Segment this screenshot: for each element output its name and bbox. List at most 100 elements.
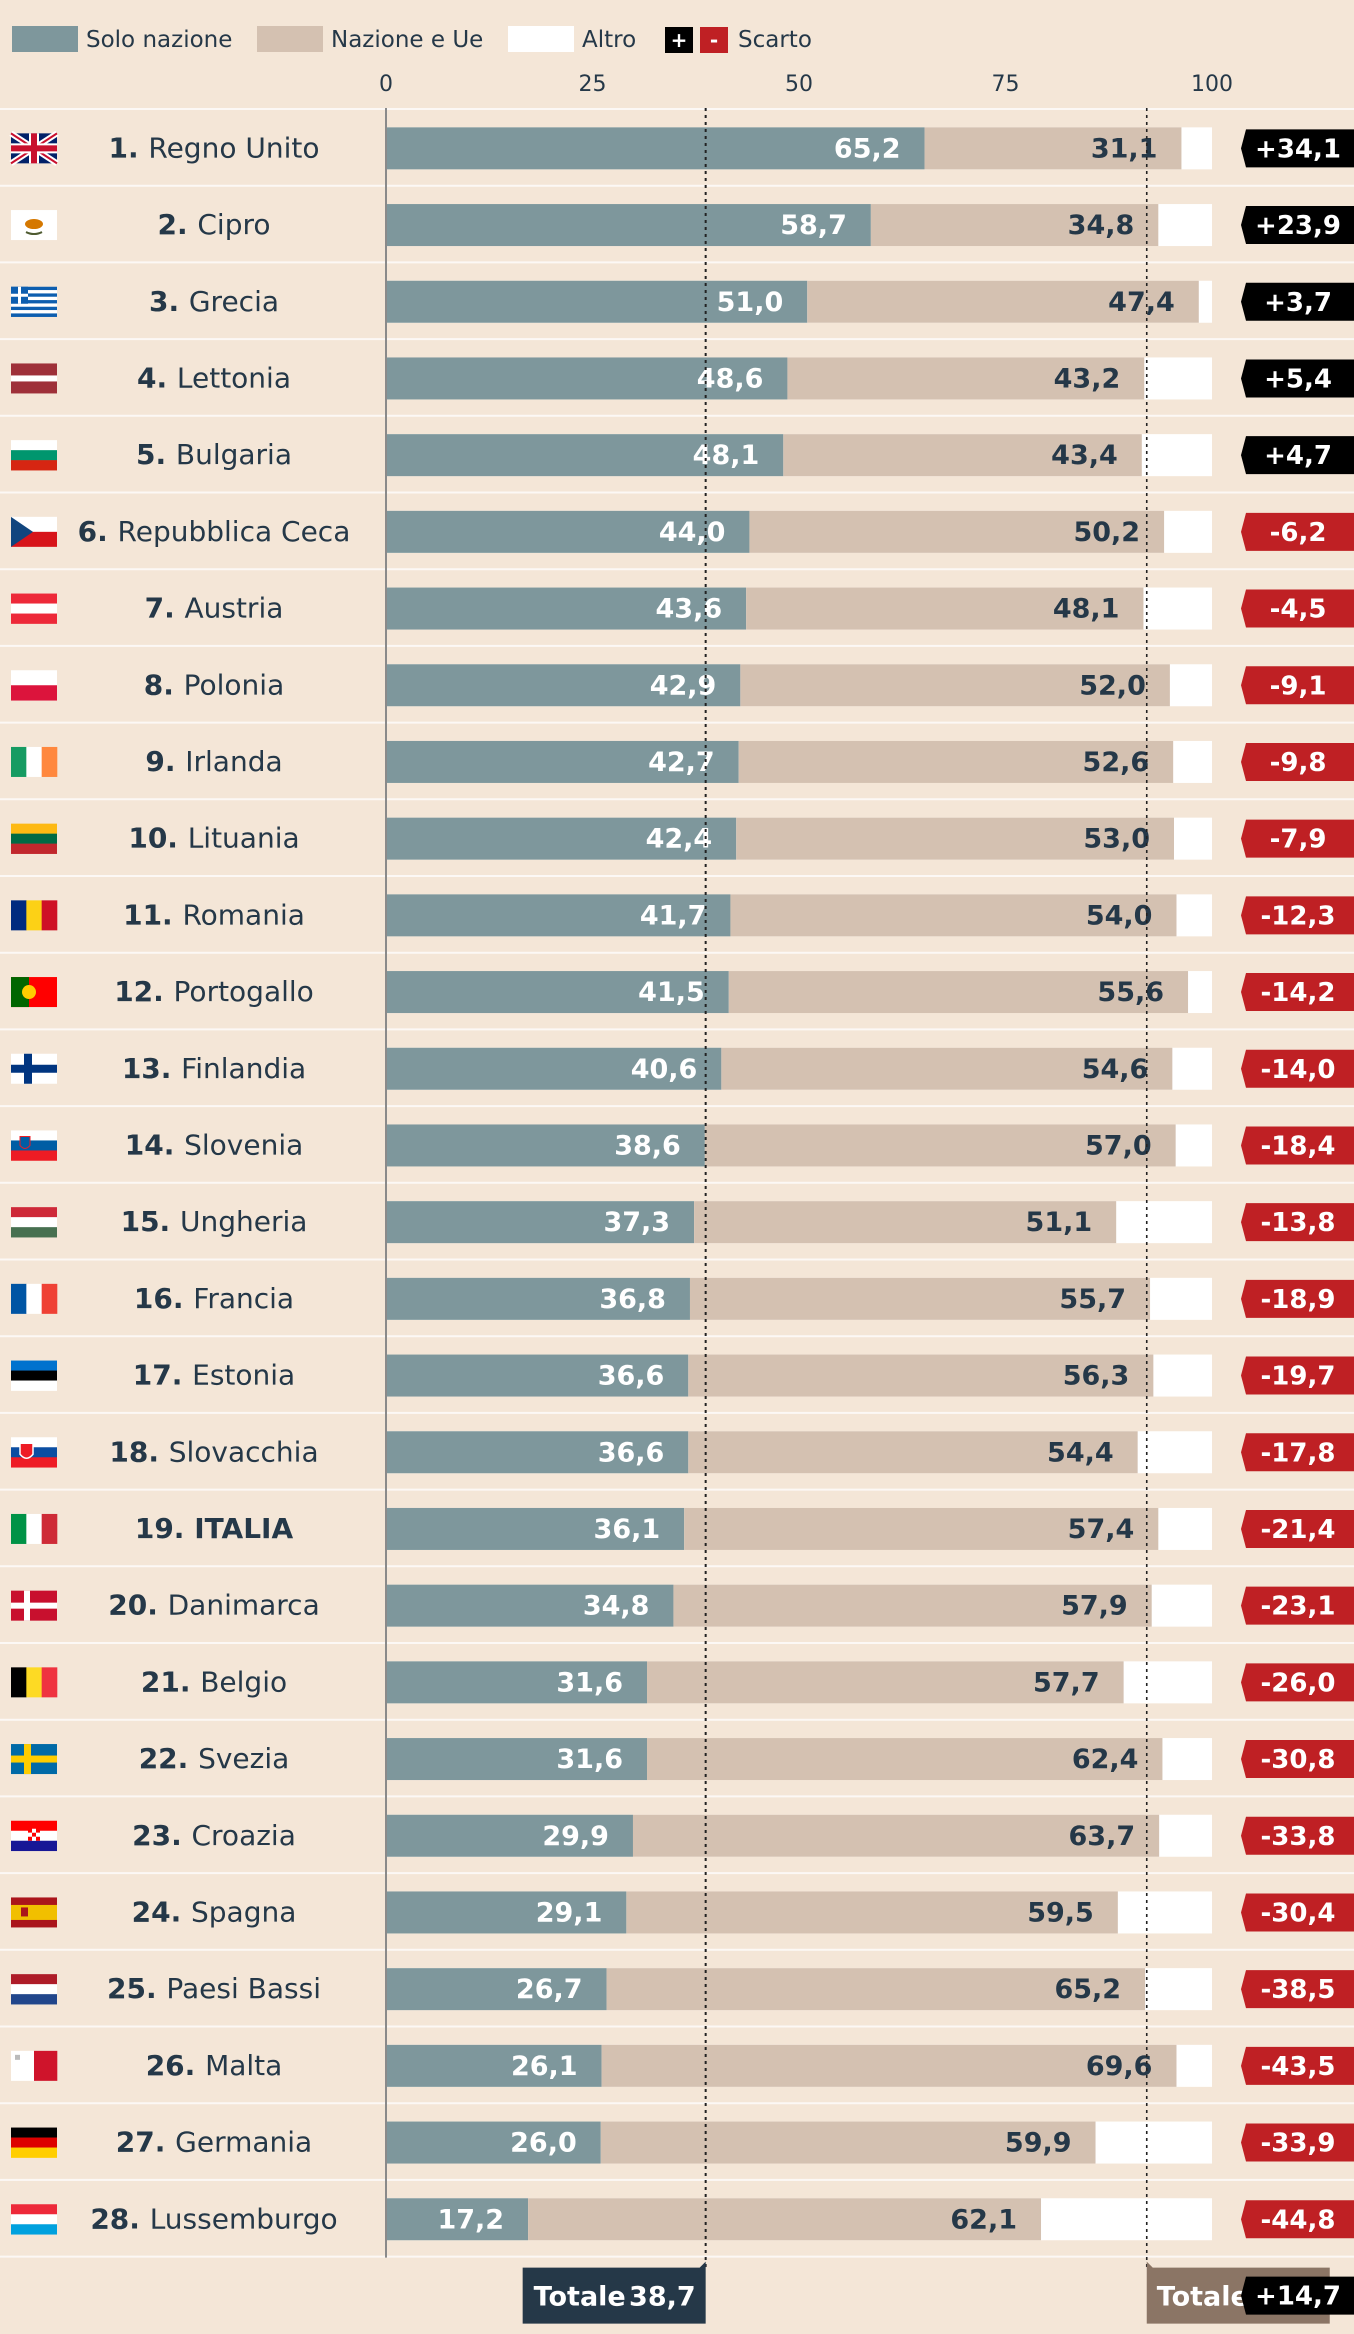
bar-nazione-ue (632, 1814, 1160, 1857)
flag-part (32, 1828, 36, 1833)
netherlands-flag-icon (11, 1974, 57, 2005)
label-solo-nazione: 43,6 (656, 594, 723, 625)
label-solo-nazione: 58,7 (780, 210, 847, 241)
country-name: Croazia (191, 1819, 295, 1852)
scarto-badge (1241, 1740, 1354, 1779)
flag-part (15, 2054, 20, 2060)
chart-row-27: 27. Germania 26,0 59,9 -33,9 (11, 2121, 1354, 2164)
flag-part (11, 2127, 57, 2138)
country-rank: 23. (132, 1819, 191, 1852)
flag-part (26, 1667, 42, 1698)
flag-part (11, 1602, 57, 1609)
scarto-badge (1241, 1970, 1354, 2009)
bar-solo-nazione (386, 2044, 602, 2087)
scarto-badge (1241, 359, 1354, 398)
label-solo-nazione: 36,8 (599, 1284, 666, 1315)
bar-solo-nazione (386, 1201, 695, 1244)
flag-part (11, 613, 57, 624)
label-nazione-ue: 52,6 (1083, 747, 1150, 778)
country-rank: 13. (122, 1052, 181, 1085)
flag-part (11, 1974, 57, 1985)
scarto-label: -19,7 (1261, 1362, 1336, 1392)
flag-part (36, 1828, 40, 1833)
malta-flag-icon (11, 2050, 58, 2081)
chart-row-10: 10. Lituania 42,4 53,0 -7,9 (11, 817, 1354, 860)
bar-solo-nazione (386, 1277, 690, 1320)
flag-part (11, 685, 57, 701)
scarto-badge (1241, 1356, 1354, 1395)
country-label: 27. Germania (116, 2126, 312, 2159)
country-rank: 28. (90, 2202, 149, 2235)
flag-part (11, 303, 57, 307)
bar-nazione-ue (704, 1124, 1176, 1167)
flag-part (11, 1360, 57, 1371)
bar-nazione-ue (738, 740, 1174, 783)
flag-part (11, 1370, 57, 1381)
chart-row-15: 15. Ungheria 37,3 51,1 -13,8 (11, 1201, 1354, 1244)
label-solo-nazione: 34,8 (583, 1591, 650, 1622)
country-label: 24. Spagna (132, 1895, 297, 1928)
country-label: 23. Croazia (132, 1819, 296, 1852)
scarto-badge (1241, 512, 1354, 551)
x-axis: 0 25 50 75 100 (379, 72, 1233, 97)
label-nazione-ue: 43,2 (1054, 363, 1121, 394)
flag-part (11, 1437, 57, 1448)
bar-nazione-ue (601, 2044, 1177, 2087)
chart-row-14: 14. Slovenia 38,6 57,0 -18,4 (11, 1124, 1354, 1167)
bar-solo-nazione (386, 894, 731, 937)
label-nazione-ue: 52,0 (1079, 670, 1146, 701)
tick-label: 0 (379, 72, 393, 97)
flag-part (32, 1836, 36, 1841)
scarto-label: +4,7 (1264, 441, 1332, 471)
country-label: 3. Grecia (149, 285, 279, 318)
scarto-badge (1241, 819, 1354, 858)
country-name: Cipro (197, 208, 270, 241)
scarto-label: -4,5 (1270, 595, 1327, 625)
bar-solo-nazione (386, 127, 925, 170)
bar-solo-nazione (386, 1814, 633, 1857)
bar-solo-nazione (386, 2198, 529, 2241)
flag-part (41, 900, 58, 931)
flag-part (11, 440, 57, 451)
country-rank: 14. (125, 1128, 184, 1161)
chart-row-28: 28. Lussemburgo 17,2 62,1 -44,8 (11, 2198, 1354, 2241)
bar-nazione-ue (688, 1354, 1154, 1397)
chart-row-19: 19. ITALIA 36,1 57,4 -21,4 (11, 1507, 1354, 1550)
bar-solo-nazione (386, 204, 871, 247)
scarto-label: +34,1 (1255, 134, 1341, 164)
flag-part (22, 985, 36, 1000)
bar-nazione-ue (528, 2198, 1042, 2241)
flag-part (11, 286, 57, 291)
country-label: 5. Bulgaria (136, 438, 292, 471)
flag-part (11, 293, 28, 297)
bar-nazione-ue (870, 204, 1159, 247)
scarto-label: +23,9 (1255, 211, 1341, 241)
label-solo-nazione: 17,2 (437, 2204, 504, 2235)
cyprus-flag-icon (11, 210, 57, 241)
scarto-badge (1241, 1126, 1354, 1165)
bar-nazione-ue (673, 1584, 1152, 1627)
bar-nazione-ue (730, 894, 1177, 937)
tick-label: 75 (992, 72, 1020, 97)
bar-solo-nazione (386, 2121, 601, 2164)
sweden-flag-icon (11, 1744, 57, 1775)
bar-solo-nazione (386, 740, 739, 783)
flag-part (26, 1283, 42, 1314)
bar-nazione-ue (728, 971, 1189, 1014)
country-rank: 6. (78, 515, 118, 548)
bar-solo-nazione (386, 817, 737, 860)
flag-part (11, 450, 57, 461)
country-name: Francia (193, 1282, 294, 1315)
country-label: 16. Francia (134, 1282, 294, 1315)
label-nazione-ue: 50,2 (1073, 517, 1140, 548)
flag-part (11, 670, 57, 686)
country-name: Paesi Bassi (166, 1972, 321, 2005)
country-label: 9. Irlanda (145, 745, 282, 778)
bar-solo-nazione (386, 971, 729, 1014)
country-label: 25. Paesi Bassi (107, 1972, 321, 2005)
label-solo-nazione: 31,6 (556, 1744, 623, 1775)
label-solo-nazione: 31,6 (556, 1667, 623, 1698)
chart-row-7: 7. Austria 43,6 48,1 -4,5 (11, 587, 1354, 630)
country-rank: 1. (109, 131, 149, 164)
